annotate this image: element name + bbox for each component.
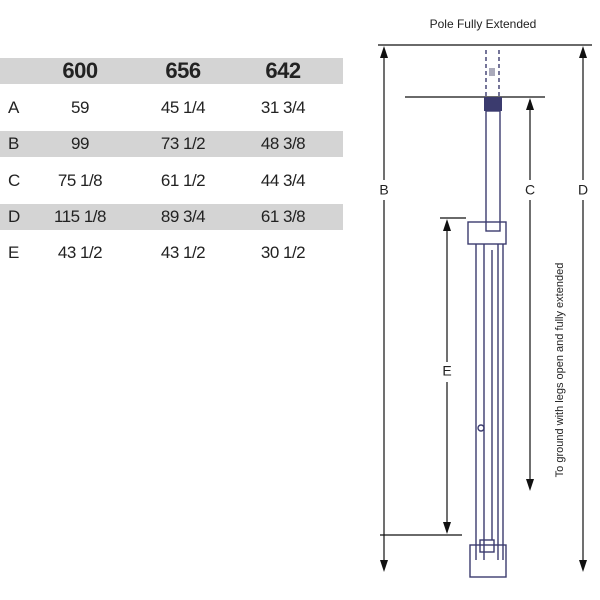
label-b: B [379, 182, 388, 198]
row-label: E [8, 243, 19, 263]
table-cell: 31 3/4 [260, 98, 306, 117]
row-label: D [8, 206, 20, 226]
note: To ground with legs open and fully exten… [554, 263, 566, 478]
table-cell: 44 3/4 [260, 170, 306, 190]
row-band [0, 131, 343, 158]
diagram-title: Pole Fully Extended [430, 17, 537, 31]
column-header: 656 [165, 58, 201, 83]
label-d: D [578, 182, 588, 198]
table-cell: 30 1/2 [260, 243, 306, 263]
table-cell: 59 [71, 98, 89, 117]
table-cell: 99 [71, 134, 89, 154]
table-cell: 43 1/2 [160, 243, 206, 263]
label-e: E [442, 363, 451, 379]
table-cell: 73 1/2 [160, 134, 206, 154]
dimension-lines [378, 44, 592, 572]
label-c: C [525, 182, 535, 198]
table-cell: 43 1/2 [57, 243, 103, 263]
table-cell: 61 3/8 [260, 206, 306, 226]
row-label: A [8, 98, 19, 117]
row-label: B [8, 134, 19, 154]
header-band [0, 58, 343, 84]
row-band [0, 203, 343, 230]
column-header: 642 [265, 58, 301, 83]
table-cell: 61 1/2 [160, 170, 206, 190]
table-cell: 45 1/4 [160, 98, 206, 117]
table-cell: 48 3/8 [260, 134, 306, 154]
table-cell: 89 3/4 [160, 206, 206, 226]
pole-drawing [467, 50, 507, 578]
table-cell: 115 1/8 [54, 206, 106, 226]
table-cell: 75 1/8 [57, 170, 103, 190]
column-header: 600 [62, 58, 98, 83]
row-label: C [8, 170, 20, 190]
